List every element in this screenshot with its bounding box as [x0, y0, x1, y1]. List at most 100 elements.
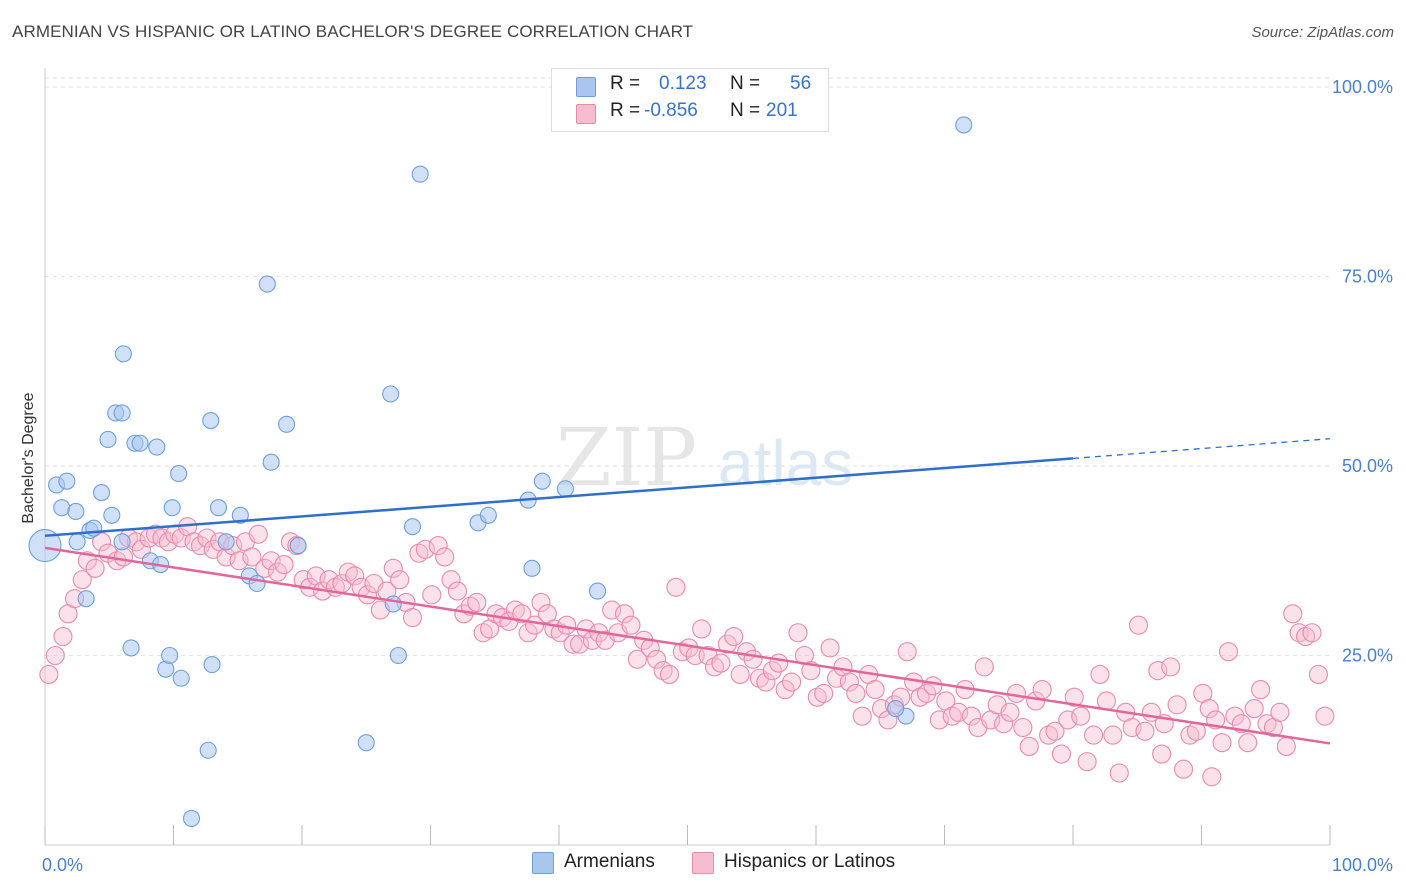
hispanic-point — [923, 676, 943, 696]
hispanic-point — [390, 570, 410, 590]
legend-row-armenians: R = 0.123 N = 56 — [552, 73, 828, 99]
hispanic-point — [53, 626, 73, 647]
hispanic-point — [1090, 664, 1110, 685]
hispanic-point — [1238, 733, 1258, 753]
armenian-point — [278, 415, 296, 433]
hispanic-point — [1051, 744, 1071, 764]
hispanic-point — [1308, 664, 1328, 685]
hispanic-point — [724, 626, 744, 647]
hispanic-point — [929, 710, 949, 730]
hispanic-point — [197, 528, 217, 548]
hispanic-point — [1315, 706, 1335, 726]
armenian-point — [68, 533, 86, 551]
armenian-point — [122, 639, 140, 657]
hispanic-point — [1084, 725, 1104, 745]
hispanic-point — [820, 638, 840, 658]
armenian-point — [163, 499, 181, 517]
armenian-point — [202, 411, 220, 430]
hispanic-point — [974, 657, 994, 677]
hispanic-point — [171, 528, 191, 548]
armenian-point — [161, 646, 179, 665]
hispanic-point — [1000, 702, 1020, 722]
hispanic-point — [1212, 733, 1232, 753]
hispanic-point — [550, 623, 570, 643]
hispanic-point — [743, 649, 763, 669]
watermark: ZIP — [556, 411, 697, 504]
hispanic-point — [1135, 721, 1155, 741]
armenian-point — [77, 590, 95, 608]
y-axis-label: Bachelor's Degree — [20, 392, 37, 523]
hispanic-point — [45, 645, 65, 666]
hispanic-point — [647, 649, 667, 669]
y-tick-label: 25.0% — [1342, 646, 1393, 666]
hispanic-point — [897, 642, 917, 662]
armenian-point — [479, 506, 497, 524]
hispanic-point — [1045, 721, 1065, 741]
hispanic-point — [961, 706, 982, 726]
armenian-point — [523, 559, 541, 577]
y-tick-label: 100.0% — [1332, 77, 1393, 97]
hispanic-point — [1152, 744, 1172, 764]
armenian-point — [209, 499, 228, 517]
hispanic-point — [1122, 717, 1142, 738]
hispanic-point — [158, 532, 178, 552]
hispanic-point — [949, 702, 969, 722]
legend-n-value: 201 — [766, 100, 798, 121]
armenian-point — [85, 519, 103, 537]
hispanic-point — [1244, 699, 1264, 719]
y-tick-label: 50.0% — [1342, 456, 1393, 476]
hispanic-point — [91, 532, 112, 552]
hispanic-point — [1283, 604, 1303, 624]
armenian-point — [384, 595, 402, 613]
hispanic-point — [762, 661, 782, 681]
legend-r-value: -0.856 — [644, 100, 698, 121]
hispanic-point — [242, 547, 262, 567]
legend-r-value: 0.123 — [659, 73, 707, 94]
armenian-point — [58, 472, 76, 490]
hispanic-point — [447, 581, 468, 601]
hispanics-legend-label: Hispanics or Latinos — [724, 851, 896, 872]
hispanics-trend-line — [44, 546, 1331, 745]
hispanic-point — [415, 539, 435, 559]
legend-n-label: N = — [730, 73, 761, 94]
hispanic-point — [865, 680, 885, 700]
armenian-point — [411, 165, 429, 183]
hispanic-point — [531, 592, 551, 612]
armenian-point — [182, 809, 201, 828]
armenian-point — [588, 582, 607, 600]
hispanic-point — [255, 558, 275, 578]
armenian-point — [887, 700, 905, 718]
hispanic-point — [441, 570, 461, 590]
hispanic-point — [1225, 706, 1245, 726]
hispanic-point — [293, 570, 313, 590]
hispanic-point — [435, 547, 455, 567]
hispanic-point — [1064, 687, 1084, 707]
hispanic-point — [788, 623, 808, 643]
legend-n-value: 56 — [790, 73, 812, 94]
axes — [44, 68, 1331, 846]
hispanic-point — [345, 566, 365, 586]
hispanic-point — [839, 672, 859, 692]
hispanic-point — [1302, 623, 1322, 643]
armenian-point — [556, 480, 574, 498]
legend-r-label: R = — [610, 73, 641, 94]
hispanic-point — [1077, 752, 1097, 772]
hispanic-point — [1167, 695, 1187, 715]
hispanic-point — [1251, 680, 1271, 700]
hispanic-point — [1103, 725, 1123, 745]
hispanic-point — [39, 664, 59, 685]
hispanic-point — [274, 554, 294, 575]
hispanic-point — [756, 672, 776, 692]
hispanic-point — [563, 634, 583, 654]
hispanic-point — [621, 615, 641, 635]
armenian-point — [533, 472, 551, 490]
hispanic-point — [627, 649, 647, 669]
legend-n-label: N = — [730, 100, 761, 121]
hispanic-point — [402, 608, 423, 628]
hispanic-point — [1148, 661, 1168, 681]
hispanic-point — [1013, 717, 1033, 738]
y-tick-label: 75.0% — [1342, 267, 1393, 287]
hispanic-point — [1202, 767, 1222, 787]
legend: R = 0.123 N = 56 R = -0.856 N = 201 — [551, 68, 829, 132]
